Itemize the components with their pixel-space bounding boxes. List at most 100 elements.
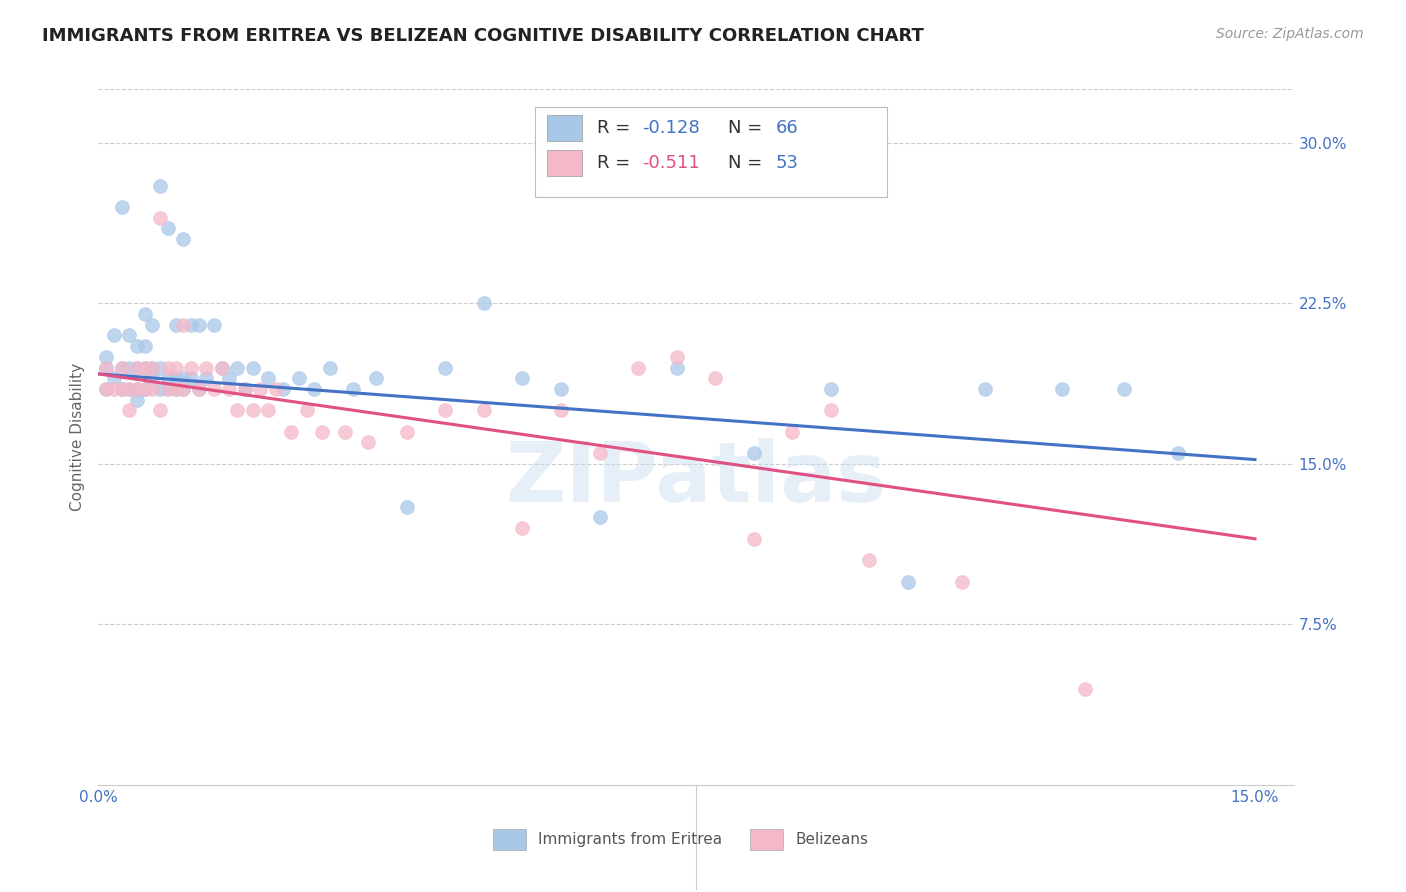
Point [118,360,141,375]
Point [134,382,156,396]
Point [149,382,172,396]
Text: -0.128: -0.128 [643,120,700,137]
Point [134,360,156,375]
FancyBboxPatch shape [547,115,582,141]
Point [233,382,256,396]
Point [187,382,209,396]
Point [311,425,333,439]
Point [195,371,218,385]
Point [94,350,117,364]
Point [226,403,249,417]
Point [165,318,187,332]
Point [897,574,920,589]
Point [149,403,172,417]
Point [125,382,148,396]
Point [187,382,209,396]
Point [550,403,572,417]
Point [742,532,765,546]
Point [141,360,163,375]
Point [202,382,225,396]
Point [333,425,356,439]
Point [627,360,650,375]
Point [165,382,187,396]
Text: N =: N = [728,120,768,137]
Point [110,200,132,214]
Point [110,382,132,396]
Point [94,360,117,375]
Point [118,382,141,396]
FancyBboxPatch shape [749,829,783,850]
Text: -0.511: -0.511 [643,154,700,172]
Point [118,403,141,417]
Point [218,371,240,385]
Point [395,425,418,439]
Point [472,403,495,417]
Point [211,360,233,375]
Point [319,360,342,375]
Point [125,360,148,375]
Point [202,318,225,332]
Text: R =: R = [596,154,636,172]
Point [172,371,194,385]
Point [180,360,202,375]
Point [110,360,132,375]
Point [820,382,842,396]
Point [226,360,249,375]
Point [103,371,125,385]
Point [110,382,132,396]
Point [342,382,364,396]
Point [94,360,117,375]
Point [295,403,318,417]
Point [233,382,256,396]
Text: Belizeans: Belizeans [796,831,868,847]
Point [588,510,610,524]
Point [242,403,264,417]
Point [156,382,179,396]
FancyBboxPatch shape [547,150,582,177]
Point [288,371,311,385]
Text: ZIPatlas: ZIPatlas [506,438,886,519]
Point [280,425,302,439]
Text: 66: 66 [776,120,799,137]
Point [257,403,280,417]
FancyBboxPatch shape [534,106,887,197]
Point [156,382,179,396]
Point [257,371,280,385]
Point [141,382,163,396]
Point [118,382,141,396]
Point [118,328,141,343]
Point [165,371,187,385]
Point [858,553,880,567]
Point [165,360,187,375]
Point [125,360,148,375]
Point [1112,382,1135,396]
Text: 53: 53 [776,154,799,172]
Point [782,425,804,439]
Point [434,403,457,417]
Point [395,500,418,514]
Point [187,318,209,332]
Point [125,392,148,407]
Point [141,371,163,385]
Point [134,339,156,353]
Point [149,178,172,193]
Point [264,382,287,396]
Point [141,360,163,375]
Y-axis label: Cognitive Disability: Cognitive Disability [69,363,84,511]
Point [1050,382,1073,396]
Point [103,328,125,343]
Point [357,435,380,450]
Point [180,318,202,332]
Point [304,382,326,396]
Point [156,360,179,375]
Point [242,360,264,375]
Point [512,521,534,535]
Point [742,446,765,460]
Point [665,360,688,375]
Point [110,360,132,375]
Point [1167,446,1189,460]
Point [172,232,194,246]
Point [125,382,148,396]
Point [172,382,194,396]
Point [149,360,172,375]
